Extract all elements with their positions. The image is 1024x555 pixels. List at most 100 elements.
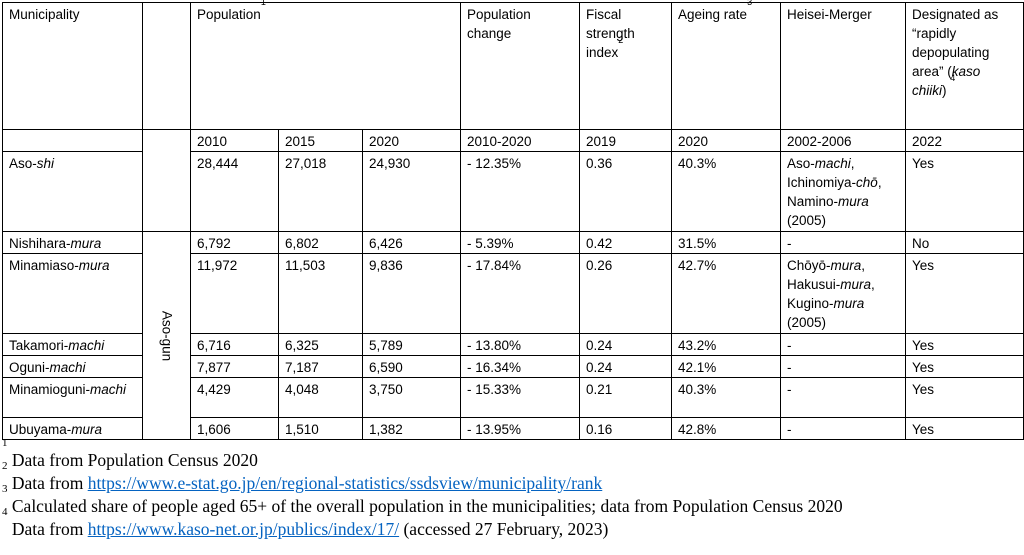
merger-info: Chōyō-mura, Hakusui-mura, Kugino-mura (2… [780, 253, 906, 334]
group-label: Aso-gun [159, 310, 174, 361]
population-change: - 13.80% [460, 333, 580, 356]
municipality-data-table: Municipality Population1 Population chan… [2, 0, 1024, 440]
subheader-fiscal-year: 2019 [579, 129, 672, 152]
population-change: - 16.34% [460, 355, 580, 378]
fiscal-index: 0.24 [579, 333, 672, 356]
population-change: - 13.95% [460, 417, 580, 440]
table-row: Oguni-machi 7,877 7,187 6,590 - 16.34% 0… [2, 355, 1024, 378]
subheader-row: 2010 2015 2020 2010-2020 2019 2020 2002-… [2, 129, 1024, 152]
kaso-net-link[interactable]: https://www.kaso-net.or.jp/publics/index… [87, 519, 400, 539]
merger-info: - [780, 231, 906, 254]
population-2015: 6,802 [278, 231, 363, 254]
group-label-cell: Aso-gun [142, 231, 191, 440]
ageing-rate: 31.5% [671, 231, 781, 254]
population-2010: 6,716 [190, 333, 279, 356]
population-2015: 27,018 [278, 151, 363, 232]
footnote: 2 Data from https://www.e-stat.go.jp/en/… [2, 460, 603, 494]
header-population: Population1 [190, 0, 461, 130]
fiscal-index: 0.36 [579, 151, 672, 232]
population-2010: 11,972 [190, 253, 279, 334]
footnote: 4 Data from https://www.kaso-net.or.jp/p… [2, 506, 609, 540]
table-row: Takamori-machi 6,716 6,325 5,789 - 13.80… [2, 333, 1024, 356]
header-group-spacer [142, 2, 191, 130]
header-fiscal: Fiscal strength index2 [579, 2, 672, 130]
ageing-rate: 40.3% [671, 377, 781, 418]
population-2015: 6,325 [278, 333, 363, 356]
table-row: Nishihara-mura Aso-gun 6,792 6,802 6,426… [2, 231, 1024, 440]
group-cell-empty [142, 151, 191, 232]
table-row: Ubuyama-mura 1,606 1,510 1,382 - 13.95% … [2, 417, 1024, 440]
footnote: 1 Data from Population Census 2020 [2, 437, 258, 471]
header-population-change: Population change [460, 2, 580, 130]
designated-status: Yes [905, 355, 1024, 378]
designated-status: Yes [905, 151, 1024, 232]
population-change: - 15.33% [460, 377, 580, 418]
merger-info: - [780, 355, 906, 378]
municipality-name: Ubuyama-mura [2, 417, 143, 440]
ageing-rate: 42.1% [671, 355, 781, 378]
fiscal-index: 0.42 [579, 231, 672, 254]
footnote: 3 Calculated share of people aged 65+ of… [2, 483, 843, 517]
municipality-name: Nishihara-mura [2, 231, 143, 254]
header-municipality: Municipality [2, 2, 143, 130]
population-2020: 9,836 [362, 253, 461, 334]
designated-status: Yes [905, 417, 1024, 440]
population-change: - 12.35% [460, 151, 580, 232]
subheader-empty [2, 129, 143, 152]
population-2020: 6,590 [362, 355, 461, 378]
designated-status: Yes [905, 253, 1024, 334]
population-2010: 7,877 [190, 355, 279, 378]
municipality-name: Minamiaso-mura [2, 253, 143, 334]
population-2010: 28,444 [190, 151, 279, 232]
population-2010: 6,792 [190, 231, 279, 254]
population-2015: 7,187 [278, 355, 363, 378]
fiscal-index: 0.21 [579, 377, 672, 418]
population-2015: 4,048 [278, 377, 363, 418]
population-change: - 5.39% [460, 231, 580, 254]
fiscal-index: 0.16 [579, 417, 672, 440]
ageing-rate: 42.8% [671, 417, 781, 440]
population-2020: 1,382 [362, 417, 461, 440]
fiscal-index: 0.24 [579, 355, 672, 378]
subheader-2020: 2020 [362, 129, 461, 152]
municipality-name: Aso-shi [2, 151, 143, 232]
population-change: - 17.84% [460, 253, 580, 334]
subheader-designated-year: 2022 [905, 129, 1024, 152]
designated-status: No [905, 231, 1024, 254]
population-2020: 24,930 [362, 151, 461, 232]
subheader-ageing-year: 2020 [671, 129, 781, 152]
population-2015: 11,503 [278, 253, 363, 334]
merger-info: - [780, 333, 906, 356]
estat-link[interactable]: https://www.e-stat.go.jp/en/regional-sta… [87, 473, 603, 493]
designated-status: Yes [905, 377, 1024, 418]
designated-status: Yes [905, 333, 1024, 356]
population-2020: 3,750 [362, 377, 461, 418]
ageing-rate: 40.3% [671, 151, 781, 232]
header-merger: Heisei-Merger [780, 2, 906, 130]
population-2010: 1,606 [190, 417, 279, 440]
population-2020: 6,426 [362, 231, 461, 254]
merger-info: - [780, 417, 906, 440]
subheader-change-range: 2010-2020 [460, 129, 580, 152]
municipality-name: Minamioguni-machi [2, 377, 143, 418]
ageing-rate: 43.2% [671, 333, 781, 356]
population-2015: 1,510 [278, 417, 363, 440]
table-row: Aso-shi 28,444 27,018 24,930 - 12.35% 0.… [2, 151, 1024, 232]
ageing-rate: 42.7% [671, 253, 781, 334]
subheader-merger-range: 2002-2006 [780, 129, 906, 152]
fiscal-index: 0.26 [579, 253, 672, 334]
municipality-name: Oguni-machi [2, 355, 143, 378]
footnotes: 1 Data from Population Census 2020 2 Dat… [2, 437, 843, 541]
header-designated: Designated as “rapidly depopulating area… [905, 2, 1024, 130]
municipality-name: Takamori-machi [2, 333, 143, 356]
subheader-2015: 2015 [278, 129, 363, 152]
header-row: Municipality Population1 Population chan… [2, 0, 1024, 130]
merger-info: - [780, 377, 906, 418]
population-2020: 5,789 [362, 333, 461, 356]
table-row: Minamiaso-mura 11,972 11,503 9,836 - 17.… [2, 253, 1024, 334]
subheader-group-spacer [142, 129, 191, 152]
merger-info: Aso-machi, Ichinomiya-chō, Namino-mura (… [780, 151, 906, 232]
subheader-2010: 2010 [190, 129, 279, 152]
header-ageing: Ageing rate3 [671, 0, 781, 130]
population-2010: 4,429 [190, 377, 279, 418]
